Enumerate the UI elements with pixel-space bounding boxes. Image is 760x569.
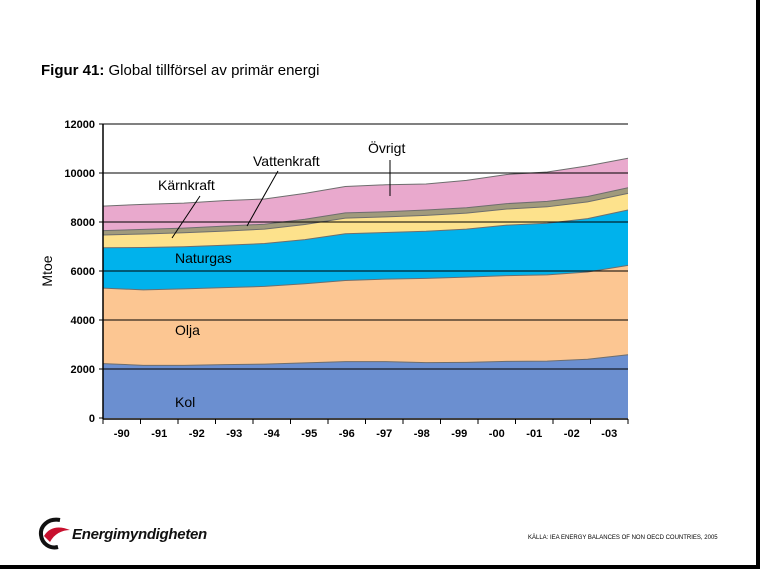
logo-mark-icon <box>38 517 70 550</box>
y-axis-label: Mtoe <box>39 255 55 286</box>
series-line-kärnkraft <box>102 192 629 236</box>
y-tick-label: 8000 <box>71 217 95 229</box>
x-tick-label: -95 <box>301 428 317 440</box>
area-vattenkraft <box>103 187 628 235</box>
x-tick-label: -90 <box>114 428 130 440</box>
leader-line-vattenkraft <box>246 170 279 227</box>
series-label-kol: Kol <box>175 394 195 410</box>
area-naturgas <box>103 209 628 290</box>
y-tick-label: 10000 <box>64 168 95 180</box>
x-tick-label: -03 <box>601 428 617 440</box>
series-label-kärnkraft: Kärnkraft <box>158 177 215 193</box>
y-tick-label: 0 <box>89 413 95 425</box>
series-label-naturgas: Naturgas <box>175 250 232 266</box>
x-tick-label: -91 <box>151 428 167 440</box>
y-tick-label: 12000 <box>64 119 95 131</box>
series-line-kol <box>102 354 629 366</box>
series-label-olja: Olja <box>175 322 200 338</box>
figure-title-text: Global tillförsel av primär energi <box>108 62 320 79</box>
area-olja <box>103 265 628 366</box>
x-tick-label: -92 <box>189 428 205 440</box>
series-label-vattenkraft: Vattenkraft <box>253 153 320 169</box>
x-tick-label: -97 <box>376 428 392 440</box>
x-tick-label: -93 <box>226 428 242 440</box>
x-tick-label: -96 <box>339 428 355 440</box>
area-kol <box>103 354 628 418</box>
x-tick-label: -99 <box>451 428 467 440</box>
x-tick-label: -00 <box>489 428 505 440</box>
y-tick-label: 4000 <box>71 315 95 327</box>
series-label-övrigt: Övrigt <box>368 139 405 156</box>
figure-number: Figur 41: <box>41 62 105 79</box>
y-tick-label: 2000 <box>71 364 95 376</box>
logo-text: Energimyndigheten <box>72 526 207 543</box>
figure-title: Figur 41: Global tillförsel av primär en… <box>41 62 319 79</box>
y-tick-label: 6000 <box>71 266 95 278</box>
x-tick-label: -98 <box>414 428 430 440</box>
energimyndigheten-logo: Energimyndigheten <box>38 516 238 556</box>
area-kärnkraft <box>103 193 628 248</box>
x-tick-label: -02 <box>564 428 580 440</box>
x-tick-label: -01 <box>526 428 542 440</box>
series-line-vattenkraft <box>102 187 629 232</box>
leader-line-karnkraft <box>171 195 201 239</box>
series-line-naturgas <box>102 209 629 249</box>
series-line-olja <box>102 264 629 291</box>
source-note: KÄLLA: IEA ENERGY BALANCES OF NON OECD C… <box>528 535 718 541</box>
x-tick-label: -94 <box>264 428 281 440</box>
series-line-övrigt <box>102 157 629 207</box>
